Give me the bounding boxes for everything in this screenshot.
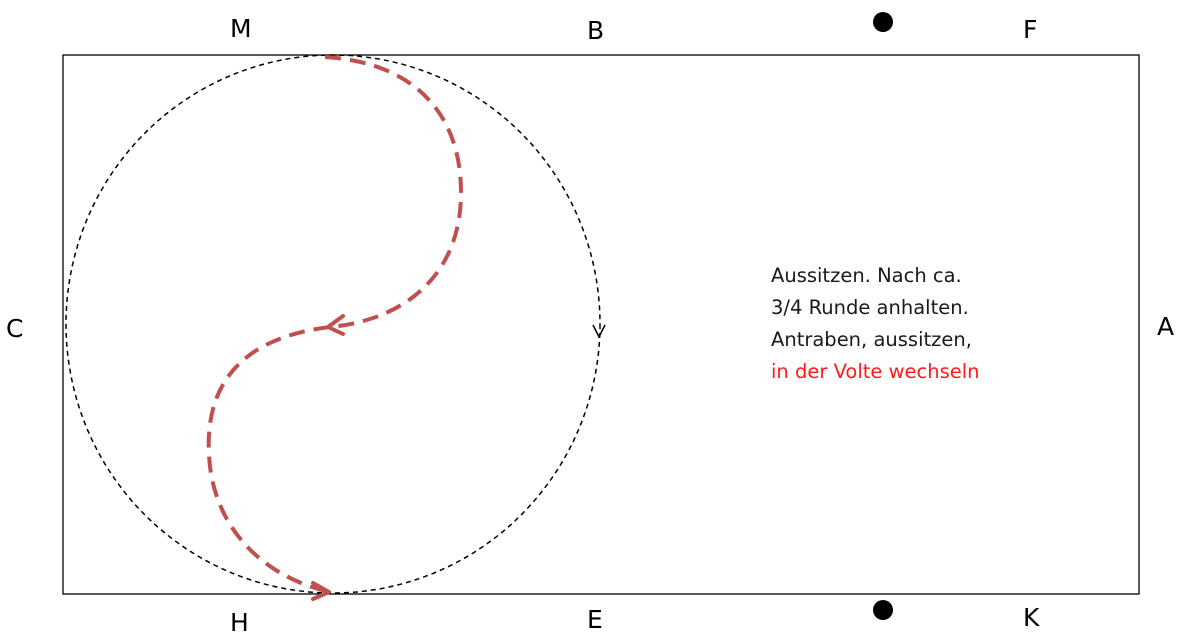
letter-c: C — [6, 314, 24, 343]
letter-e: E — [587, 605, 603, 634]
change-path-end-arrow — [311, 581, 331, 601]
instruction-line-highlight: in der Volte wechseln — [771, 360, 980, 383]
instruction-line-1: Aussitzen. Nach ca. — [771, 264, 962, 287]
volte-circle — [65, 54, 601, 594]
letter-b: B — [587, 16, 605, 45]
instruction-line-3: Antraben, aussitzen, — [771, 328, 972, 351]
top-marker-dot — [873, 12, 893, 32]
arena-border — [62, 54, 1140, 595]
letter-k: K — [1023, 603, 1040, 632]
letter-f: F — [1023, 15, 1038, 44]
change-direction-path — [206, 55, 464, 594]
instructions-text: Aussitzen. Nach ca. 3/4 Runde anhalten. … — [771, 260, 980, 388]
letter-a: A — [1157, 312, 1175, 341]
volte-direction-arrow — [592, 324, 606, 339]
letter-m: M — [230, 14, 252, 43]
instruction-line-2: 3/4 Runde anhalten. — [771, 296, 969, 319]
letter-h: H — [230, 608, 249, 637]
bottom-marker-dot — [873, 600, 893, 620]
change-path-middle-arrow — [326, 314, 345, 336]
